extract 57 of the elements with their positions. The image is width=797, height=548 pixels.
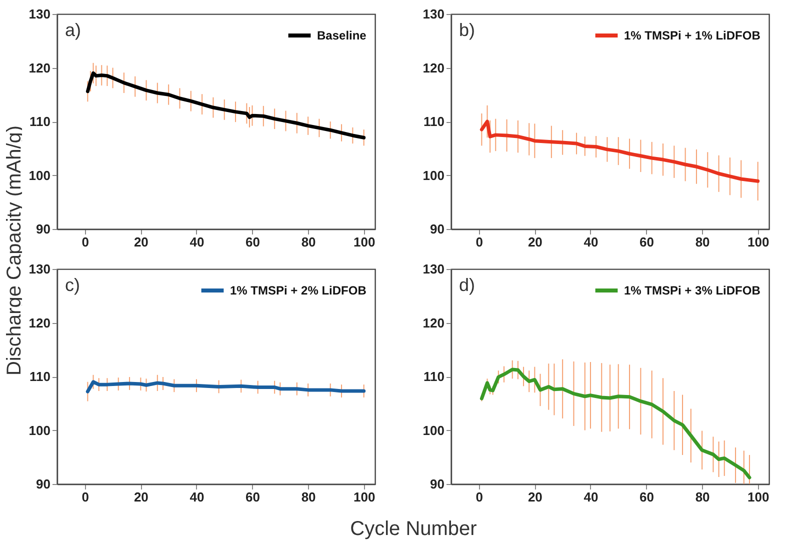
y-tick-label: 130 [422, 262, 444, 276]
x-tick-label: 80 [695, 234, 710, 250]
y-tick-label: 90 [36, 222, 50, 236]
legend-label: 1% TMSPi + 2% LiDFOB [230, 284, 367, 298]
x-tick-label: 0 [476, 234, 484, 250]
x-tick-label: 20 [134, 234, 148, 250]
y-tick-label: 100 [28, 422, 50, 438]
x-tick-label: 80 [301, 234, 316, 250]
line-series [86, 380, 366, 394]
x-tick-label: 100 [747, 490, 770, 504]
y-tick-label: 90 [430, 222, 444, 236]
annotation: a) [65, 20, 82, 40]
y-tick-label: 90 [36, 476, 50, 492]
line-series [86, 71, 366, 140]
x-tick-label: 60 [246, 234, 260, 250]
x-tick-label: 0 [476, 490, 484, 504]
y-tick-label: 100 [28, 168, 50, 183]
legend-label: Baseline [317, 28, 367, 42]
y-tick-label: 100 [422, 168, 444, 183]
y-tick-label: 120 [28, 60, 50, 76]
x-tick-label: 80 [301, 490, 316, 504]
line-series [480, 368, 752, 480]
x-tick-label: 40 [190, 234, 204, 250]
y-tick-label: 110 [30, 369, 50, 384]
x-tick-label: 100 [747, 234, 770, 250]
x-tick-label: 0 [82, 234, 90, 250]
y-tick-label: 120 [422, 60, 444, 76]
x-tick-label: 40 [584, 490, 598, 504]
y-tick-label: 110 [30, 114, 50, 129]
y-tick-label: 120 [28, 315, 50, 330]
x-tick-label: 20 [528, 490, 542, 504]
annotation: d) [459, 275, 476, 295]
y-tick-label: 100 [422, 422, 444, 438]
y-tick-label: 90 [430, 476, 444, 492]
y-tick-label: 130 [28, 6, 50, 22]
y-tick-label: 130 [28, 262, 50, 276]
line-series [480, 120, 760, 183]
y-tick-label: 120 [422, 315, 444, 330]
y-tick-label: 110 [424, 369, 444, 384]
x-tick-label: 60 [246, 490, 260, 504]
x-tick-label: 100 [353, 234, 376, 250]
x-tick-label: 20 [528, 234, 542, 250]
x-tick-label: 60 [640, 234, 654, 250]
legend-label: 1% TMSPi + 1% LiDFOB [624, 28, 761, 42]
annotation: b) [459, 20, 476, 40]
x-tick-label: 80 [695, 490, 710, 504]
legend-label: 1% TMSPi + 3% LiDFOB [624, 284, 761, 298]
x-tick-label: 40 [190, 490, 204, 504]
x-tick-label: 40 [584, 234, 598, 250]
x-tick-label: 0 [82, 490, 90, 504]
annotation: c) [65, 275, 80, 295]
x-tick-label: 60 [640, 490, 654, 504]
x-tick-label: 100 [353, 490, 376, 504]
x-tick-label: 20 [134, 490, 148, 504]
y-tick-label: 110 [424, 114, 444, 129]
y-tick-label: 130 [422, 6, 444, 22]
x-axis-title: Cycle Number [349, 518, 478, 541]
